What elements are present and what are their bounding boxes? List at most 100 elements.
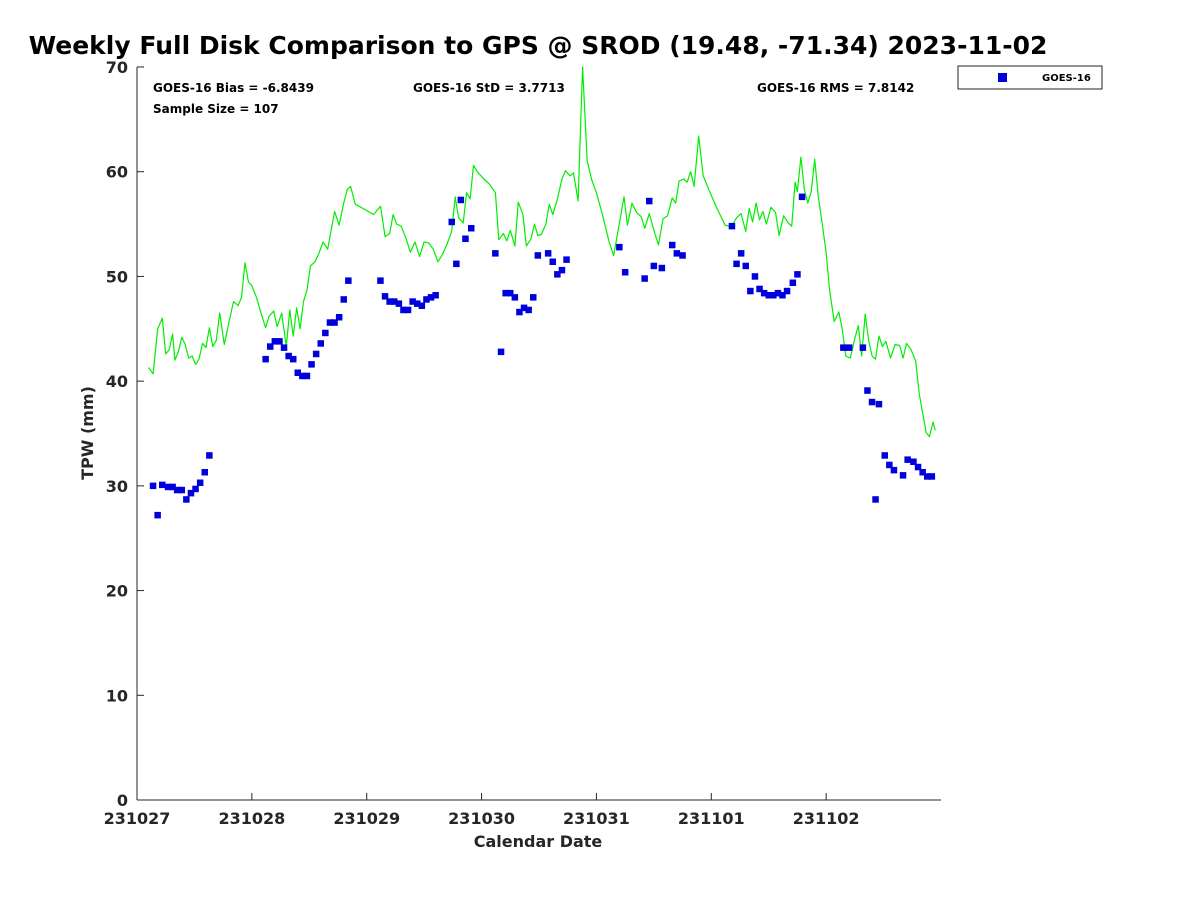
goes-point — [345, 277, 352, 284]
goes-point — [733, 260, 740, 268]
legend-label: GOES-16 — [1042, 73, 1091, 84]
goes-point — [159, 481, 166, 489]
goes-point — [196, 479, 204, 486]
goes-point — [520, 304, 528, 312]
goes-point — [737, 250, 745, 257]
x-tick-label: 231028 — [218, 809, 285, 828]
goes-point — [881, 452, 888, 459]
legend-box — [957, 65, 1103, 90]
goes-point — [914, 463, 922, 471]
goes-point — [658, 264, 666, 272]
goes-point — [840, 344, 847, 351]
goes-point — [340, 296, 347, 303]
goes-point — [924, 473, 931, 480]
goes-point — [169, 483, 176, 491]
goes-point — [669, 241, 676, 249]
x-axis-label: Calendar Date — [474, 832, 603, 851]
goes-point — [418, 302, 426, 309]
goes-point — [453, 260, 460, 268]
goes-point — [904, 456, 911, 463]
x-tick-label: 231101 — [678, 809, 745, 828]
goes-point — [554, 271, 561, 278]
gps-series — [148, 66, 936, 438]
goes-point — [742, 262, 749, 270]
goes-point — [789, 279, 797, 286]
goes-series — [149, 193, 936, 519]
goes-point — [919, 469, 926, 476]
goes-point — [285, 352, 292, 360]
goes-point — [783, 287, 791, 295]
goes-point — [317, 340, 324, 347]
goes-point — [201, 469, 208, 476]
goes-point — [875, 400, 883, 408]
goes-point — [549, 258, 556, 265]
goes-point — [890, 466, 898, 474]
y-tick-label: 70 — [106, 58, 128, 77]
goes-point — [650, 262, 658, 270]
goes-point — [511, 294, 519, 301]
goes-point — [448, 218, 455, 226]
goes-point — [886, 461, 893, 469]
goes-point — [432, 292, 439, 299]
goes-point — [335, 314, 343, 321]
goes-point — [534, 252, 542, 259]
goes-point — [381, 293, 389, 300]
goes-point — [864, 387, 871, 394]
goes-point — [621, 269, 629, 276]
goes-point — [492, 250, 499, 257]
goes-point — [395, 300, 403, 307]
goes-point — [322, 329, 329, 337]
goes-point — [267, 343, 274, 350]
goes-point — [728, 222, 736, 230]
goes-point — [868, 398, 876, 406]
goes-point — [164, 483, 172, 491]
goes-point — [516, 308, 523, 316]
goes-point — [400, 306, 407, 314]
goes-point — [262, 355, 269, 363]
goes-point — [462, 235, 469, 242]
goes-point — [386, 298, 393, 305]
goes-point — [326, 319, 334, 326]
y-tick-label: 20 — [106, 582, 128, 601]
goes-point — [751, 273, 759, 280]
goes-point — [502, 289, 509, 297]
goes-point — [192, 485, 199, 493]
goes-point — [497, 348, 505, 356]
goes-point — [646, 197, 653, 205]
goes-point — [794, 271, 801, 278]
goes-point — [468, 225, 475, 232]
y-tick-label: 40 — [106, 372, 128, 391]
goes-point — [928, 473, 936, 480]
y-tick-label: 50 — [106, 267, 128, 286]
x-tick-label: 231030 — [448, 809, 515, 828]
y-tick-label: 10 — [106, 686, 128, 705]
goes-point — [525, 306, 532, 314]
goes-point — [774, 289, 782, 297]
goes-point — [779, 292, 786, 299]
goes-point — [859, 344, 867, 351]
goes-point — [299, 372, 306, 380]
goes-point — [427, 294, 435, 301]
goes-point — [798, 193, 806, 201]
y-tick-label: 60 — [106, 163, 128, 182]
y-tick-label: 30 — [106, 477, 128, 496]
goes-point — [206, 452, 213, 459]
goes-point — [331, 319, 338, 326]
goes-point — [178, 486, 185, 494]
goes-point — [404, 306, 412, 314]
goes-point — [507, 289, 514, 297]
goes-point — [271, 338, 279, 345]
goes-point — [910, 458, 917, 465]
goes-point — [899, 472, 907, 479]
stat-sample-size: Sample Size = 107 — [153, 102, 279, 116]
goes-point — [530, 294, 537, 301]
goes-point — [845, 344, 853, 351]
x-tick-label: 231027 — [104, 809, 171, 828]
x-ticks: 231027 231028 231029 231030 231031 231101 2311… — [104, 793, 860, 828]
goes-point — [641, 275, 648, 282]
goes-point — [679, 252, 686, 259]
goes-point — [872, 496, 879, 503]
goes-point — [312, 350, 320, 358]
goes-point — [558, 266, 566, 274]
